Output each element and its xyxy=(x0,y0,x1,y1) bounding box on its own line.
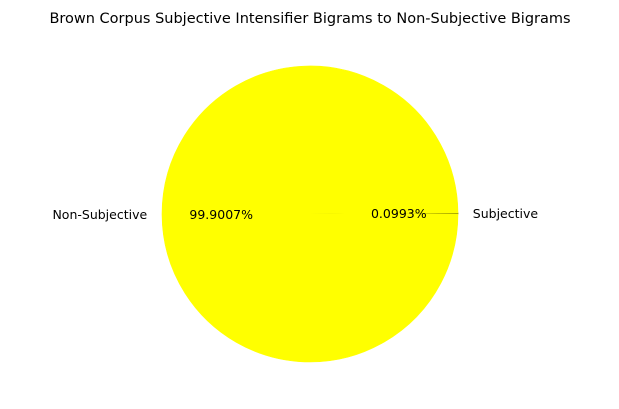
slice-label: Non-Subjective xyxy=(52,207,147,222)
slice-percent-label: 0.0993% xyxy=(371,206,427,221)
pie-slice-non-subjective xyxy=(161,65,459,363)
chart-title: Brown Corpus Subjective Intensifier Bigr… xyxy=(49,11,570,27)
pie-slices xyxy=(161,65,459,363)
slice-label: Subjective xyxy=(473,206,539,221)
slice-percent-label: 99.9007% xyxy=(189,207,253,222)
pie-labels: Subjective 0.0993% Non-Subjective 99.9007% xyxy=(52,206,538,222)
